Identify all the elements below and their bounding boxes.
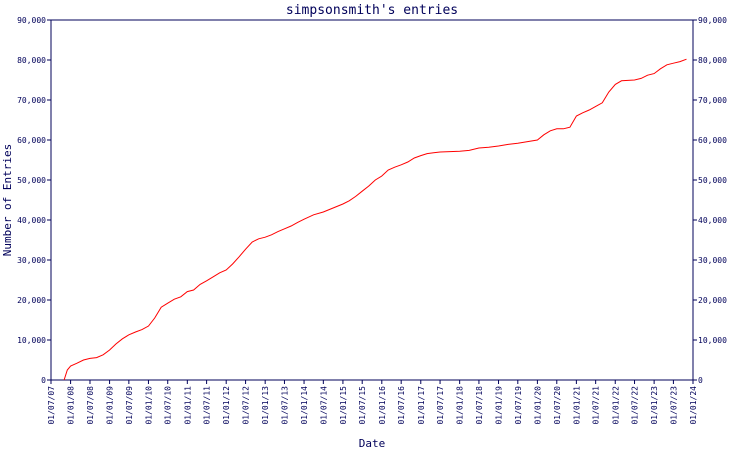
y-tick-label-right: 50,000 xyxy=(698,176,727,185)
x-tick-label: 01/01/15 xyxy=(339,386,348,425)
x-tick-label: 01/01/22 xyxy=(611,386,620,425)
x-tick-label: 01/01/21 xyxy=(572,386,581,425)
x-tick-label: 01/07/21 xyxy=(592,386,601,425)
y-axis-right: 0 10,000 20,000 30,000 40,000 50,000 60,000 70,… xyxy=(693,16,727,385)
y-tick-label-left: 0 xyxy=(41,376,46,385)
x-tick-label: 01/07/14 xyxy=(319,386,328,425)
x-tick-label: 01/07/20 xyxy=(553,386,562,425)
y-tick-label-right: 60,000 xyxy=(698,136,727,145)
y-tick-label-left: 60,000 xyxy=(17,136,46,145)
x-tick-label: 01/07/15 xyxy=(358,386,367,425)
x-axis-label: Date xyxy=(359,437,386,450)
chart-title: simpsonsmith's entries xyxy=(286,3,458,18)
y-tick-label-left: 40,000 xyxy=(17,216,46,225)
x-tick-label: 01/01/17 xyxy=(417,386,426,425)
y-tick-label-right: 80,000 xyxy=(698,56,727,65)
x-axis: 01/07/07 01/01/08 01/07/08 01/01/09 01/07/09… xyxy=(47,380,698,425)
x-tick-label: 01/01/20 xyxy=(533,386,542,425)
x-tick-label: 01/01/18 xyxy=(456,386,465,425)
x-tick-label: 01/07/17 xyxy=(436,386,445,425)
series-layer xyxy=(63,58,687,381)
x-tick-label: 01/01/14 xyxy=(300,386,309,425)
plot-frame xyxy=(50,19,694,381)
y-tick-label-right: 40,000 xyxy=(698,216,727,225)
x-tick-label: 01/07/18 xyxy=(475,386,484,425)
x-tick-label: 01/07/16 xyxy=(397,386,406,425)
x-tick-label: 01/07/10 xyxy=(164,386,173,425)
y-tick-label-right: 90,000 xyxy=(698,16,727,25)
x-tick-label: 01/01/11 xyxy=(183,386,192,425)
y-tick-label-left: 20,000 xyxy=(17,296,46,305)
x-tick-label: 01/01/08 xyxy=(67,386,76,425)
x-tick-label: 01/01/24 xyxy=(689,386,698,425)
x-tick-label: 01/01/12 xyxy=(222,386,231,425)
y-tick-label-right: 70,000 xyxy=(698,96,727,105)
x-tick-label: 01/01/13 xyxy=(261,386,270,425)
y-tick-label-left: 50,000 xyxy=(17,176,46,185)
x-tick-label: 01/01/19 xyxy=(495,386,504,425)
y-tick-label-left: 70,000 xyxy=(17,96,46,105)
y-tick-label-right: 30,000 xyxy=(698,256,727,265)
y-tick-label-left: 10,000 xyxy=(17,336,46,345)
x-tick-label: 01/07/08 xyxy=(86,386,95,425)
x-tick-label: 01/07/12 xyxy=(242,386,251,425)
x-tick-label: 01/07/19 xyxy=(514,386,523,425)
x-tick-label: 01/01/16 xyxy=(378,386,387,425)
y-tick-label-right: 20,000 xyxy=(698,296,727,305)
x-tick-label: 01/01/23 xyxy=(650,386,659,425)
x-tick-label: 01/07/23 xyxy=(669,386,678,425)
y-tick-label-left: 90,000 xyxy=(17,16,46,25)
x-tick-label: 01/07/22 xyxy=(631,386,640,425)
series-line xyxy=(63,58,687,381)
x-tick-label: 01/01/10 xyxy=(144,386,153,425)
y-axis-left: 0 10,000 20,000 30,000 40,000 50,000 60,000 70,… xyxy=(17,16,51,385)
y-tick-label-left: 80,000 xyxy=(17,56,46,65)
x-tick-label: 01/07/13 xyxy=(280,386,289,425)
x-tick-label: 01/01/09 xyxy=(106,386,115,425)
y-tick-label-right: 0 xyxy=(698,376,703,385)
y-tick-label-right: 10,000 xyxy=(698,336,727,345)
x-tick-label: 01/07/07 xyxy=(47,386,56,425)
x-tick-label: 01/07/11 xyxy=(203,386,212,425)
x-tick-label: 01/07/09 xyxy=(125,386,134,425)
y-axis-label: Number of Entries xyxy=(1,144,14,257)
y-tick-label-left: 30,000 xyxy=(17,256,46,265)
